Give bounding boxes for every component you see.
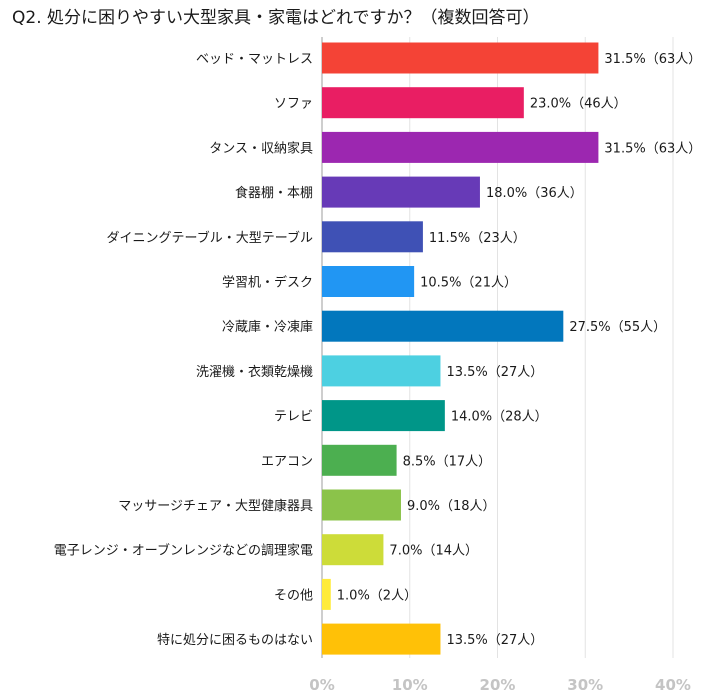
bar (322, 87, 524, 119)
category-label: ダイニングテーブル・大型テーブル (107, 230, 313, 246)
category-label: 食器棚・本棚 (235, 185, 313, 201)
data-label: 18.0%（36人） (486, 186, 583, 201)
category-label: エアコン (261, 454, 313, 469)
bar (322, 400, 445, 432)
bar (322, 221, 423, 253)
bar (322, 489, 401, 521)
data-label: 8.5%（17人） (403, 454, 492, 469)
data-label: 9.0%（18人） (407, 499, 496, 514)
category-labels: ベッド・マットレスソファタンス・収納家具食器棚・本棚ダイニングテーブル・大型テー… (54, 52, 313, 648)
bar (322, 578, 331, 610)
category-label: その他 (274, 588, 313, 603)
x-tick-label: 40% (655, 676, 691, 694)
category-label: ソファ (274, 97, 313, 112)
category-label: タンス・収納家具 (209, 140, 313, 156)
bar (322, 534, 384, 566)
category-label: 特に処分に困るものはない (157, 633, 313, 648)
category-label: ベッド・マットレス (196, 52, 313, 67)
bar (322, 623, 441, 655)
data-label: 14.0%（28人） (451, 410, 548, 425)
data-label: 7.0%（14人） (389, 544, 478, 559)
data-label: 31.5%（63人） (604, 52, 701, 67)
bar (322, 355, 441, 387)
category-label: 学習机・デスク (222, 275, 313, 291)
x-tick-label: 30% (567, 676, 603, 694)
data-label: 10.5%（21人） (420, 276, 517, 291)
category-label: 洗濯機・衣類乾燥機 (196, 364, 313, 380)
x-tick-label: 20% (480, 676, 516, 694)
bar (322, 444, 397, 476)
data-label: 13.5%（27人） (446, 365, 543, 380)
data-labels: 31.5%（63人） 23.0%（46人） 31.5%（63人） 18.0%（36人）… (337, 52, 701, 648)
data-label: 13.5%（27人） (446, 633, 543, 648)
bar (322, 310, 564, 342)
bar (322, 131, 599, 163)
category-label: 電子レンジ・オーブンレンジなどの調理家電 (54, 543, 313, 559)
data-label: 23.0%（46人） (530, 97, 627, 112)
x-tick-label: 0% (309, 676, 334, 694)
data-label: 1.0%（2人） (337, 588, 417, 603)
category-label: 冷蔵庫・冷凍庫 (222, 319, 313, 335)
data-label: 31.5%（63人） (604, 141, 701, 156)
x-tick-label: 10% (392, 676, 428, 694)
bar (322, 176, 480, 208)
x-axis-ticks: 0% 10% 20% 30% 40% (309, 676, 691, 694)
bar (322, 42, 599, 74)
category-label: マッサージチェア・大型健康器具 (118, 498, 313, 514)
data-label: 27.5%（55人） (569, 320, 666, 335)
bars (322, 42, 599, 655)
bar (322, 266, 415, 297)
data-label: 11.5%（23人） (429, 231, 526, 246)
chart-title: Q2. 処分に困りやすい大型家具・家電はどれですか？（複数回答可） (12, 8, 540, 28)
category-label: テレビ (274, 410, 313, 425)
